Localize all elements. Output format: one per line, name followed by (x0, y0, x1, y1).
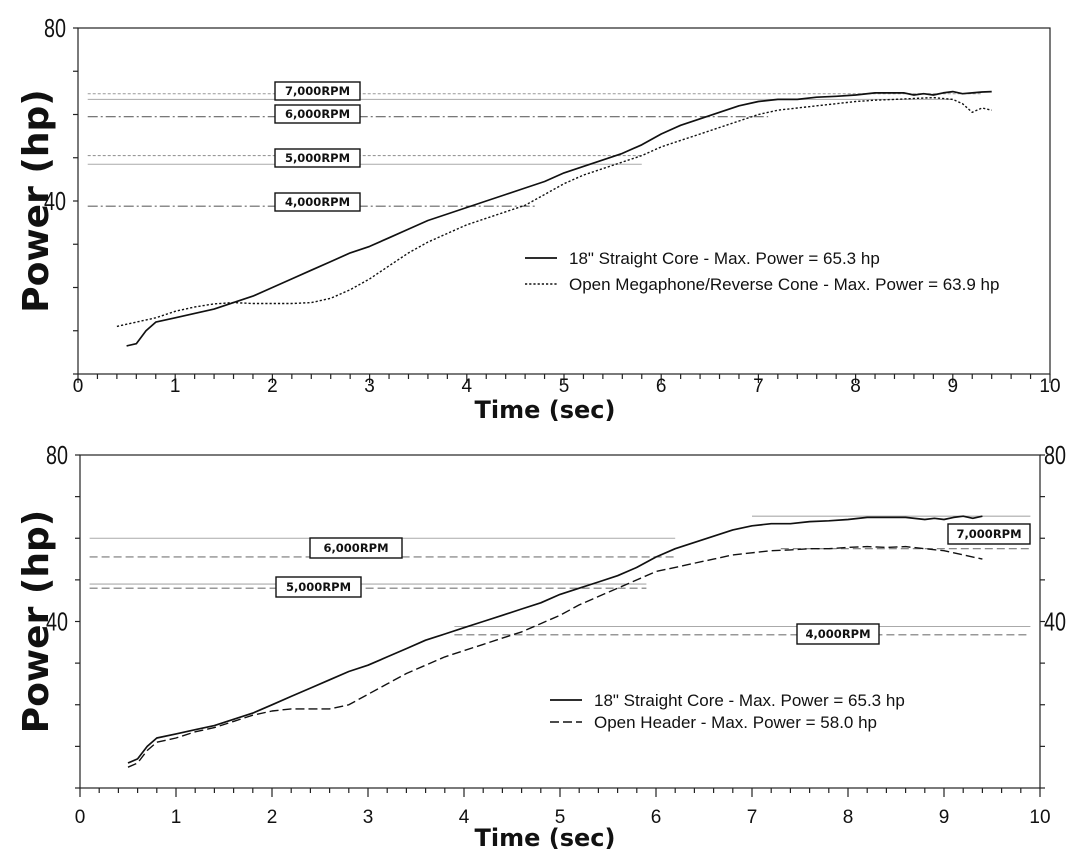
plot-frame (79, 454, 1041, 789)
rpm-label-text: 5,000RPM (285, 151, 350, 165)
x-tick-label: 9 (939, 807, 950, 828)
x-tick-label: 6 (651, 807, 662, 828)
rpm-label-box (274, 81, 361, 101)
x-tick-label: 7 (753, 376, 764, 397)
series-line-2 (116, 96, 992, 328)
y-axis-label: Power (hp) (16, 89, 57, 312)
x-tick-label: 10 (1039, 376, 1060, 397)
rpm-label-box (274, 104, 361, 124)
x-tick-label: 2 (267, 807, 278, 828)
series-line-2 (127, 545, 983, 768)
rpm-label: 4,000RPM (796, 623, 880, 645)
x-tick-label: 0 (75, 807, 86, 828)
series-line-1 (126, 90, 992, 347)
series-line-1 (127, 515, 983, 764)
x-tick-label: 0 (73, 376, 84, 397)
x-axis-label: Time (sec) (475, 396, 616, 424)
x-tick-label: 2 (267, 376, 278, 397)
y-tick-label-right: 80 (1044, 440, 1066, 470)
chart-top: 0 1 2 3 4 5 6 7 8 9 10 40 80 Power (hp) Time (sec) 7,00… (16, 13, 1061, 424)
legend: 18" Straight Core - Max. Power = 65.3 hp… (525, 249, 999, 294)
x-tick-label: 5 (555, 807, 566, 828)
legend: 18" Straight Core - Max. Power = 65.3 hp… (550, 691, 905, 732)
x-tick-label: 4 (459, 807, 470, 828)
y-tick-label: 80 (46, 440, 68, 470)
chart-bottom: 0 1 2 3 4 5 6 7 8 9 10 40 40 80 80 Power (hp) Time (sec)… (16, 440, 1066, 852)
rpm-label-text: 6,000RPM (285, 107, 350, 121)
y-tick-label: 40 (44, 186, 66, 216)
rpm-label-text: 7,000RPM (285, 84, 350, 98)
legend-entry: 18" Straight Core - Max. Power = 65.3 hp (594, 691, 905, 710)
rpm-label-box (309, 537, 403, 559)
rpm-label-text: 7,000RPM (956, 527, 1021, 541)
rpm-label: 5,000RPM (274, 148, 361, 168)
x-tick-label: 5 (559, 376, 570, 397)
rpm-label: 4,000RPM (274, 192, 361, 212)
x-tick-label: 1 (170, 376, 181, 397)
x-tick-label: 8 (850, 376, 861, 397)
x-tick-label: 7 (747, 807, 758, 828)
y-tick-label-right: 40 (1044, 607, 1066, 637)
rpm-label-box (274, 148, 361, 168)
x-tick-label: 8 (843, 807, 854, 828)
legend-entry: Open Megaphone/Reverse Cone - Max. Power… (569, 275, 999, 294)
rpm-label-text: 4,000RPM (805, 627, 870, 641)
rpm-label-box (796, 623, 880, 645)
rpm-label-text: 4,000RPM (285, 195, 350, 209)
x-tick-label: 3 (364, 376, 375, 397)
rpm-label-box (275, 576, 362, 598)
rpm-label-text: 5,000RPM (286, 580, 351, 594)
x-tick-label: 3 (363, 807, 374, 828)
x-axis-label: Time (sec) (475, 824, 616, 852)
legend-entry: Open Header - Max. Power = 58.0 hp (594, 713, 877, 732)
x-tick-label: 1 (171, 807, 182, 828)
rpm-label: 7,000RPM (947, 523, 1031, 545)
y-axis-label: Power (hp) (16, 510, 57, 733)
rpm-label-box (947, 523, 1031, 545)
legend-entry: 18" Straight Core - Max. Power = 65.3 hp (569, 249, 880, 268)
rpm-label-box (274, 192, 361, 212)
x-tick-label: 6 (656, 376, 667, 397)
rpm-label: 6,000RPM (309, 537, 403, 559)
y-tick-label: 80 (44, 13, 66, 43)
rpm-label: 6,000RPM (274, 104, 361, 124)
x-tick-label: 9 (948, 376, 959, 397)
rpm-label-text: 6,000RPM (323, 541, 388, 555)
x-tick-label: 4 (462, 376, 473, 397)
rpm-label: 7,000RPM (274, 81, 361, 101)
x-tick-label: 10 (1029, 807, 1050, 828)
plot-frame (77, 27, 1051, 375)
y-tick-label: 40 (46, 607, 68, 637)
rpm-label: 5,000RPM (275, 576, 362, 598)
